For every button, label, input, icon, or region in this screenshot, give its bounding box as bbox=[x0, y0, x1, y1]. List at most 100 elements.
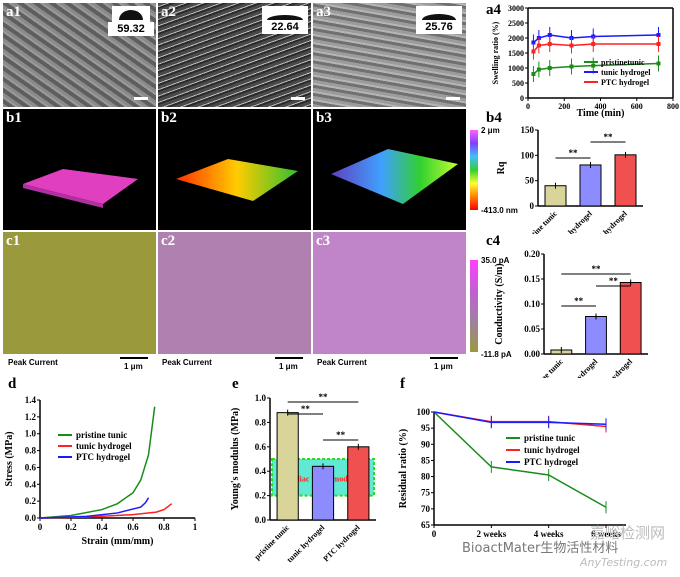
chart-e: 0.00.20.40.60.81.0cardiac tissue modulus… bbox=[230, 392, 376, 564]
data-point bbox=[547, 42, 552, 46]
afm-image-b3 bbox=[313, 109, 466, 230]
contact-angle-a2: 22.64 bbox=[262, 20, 308, 34]
afm-image-b1 bbox=[3, 109, 156, 230]
x-tick-label: pristine tunic bbox=[252, 523, 291, 562]
panel-label-f: f bbox=[400, 376, 405, 392]
y-tick-label: 0.6 bbox=[25, 462, 37, 472]
watermark-line2: 嘉峪检测网 bbox=[590, 524, 666, 542]
x-tick-label: 0 bbox=[38, 522, 43, 532]
current-map-c3 bbox=[313, 232, 466, 354]
data-point bbox=[656, 61, 661, 66]
panel-label-c1: c1 bbox=[6, 233, 21, 249]
afm-color-scale bbox=[470, 130, 478, 210]
y-tick-label: 85 bbox=[421, 455, 431, 465]
data-point bbox=[656, 33, 661, 37]
scale-bar bbox=[134, 97, 148, 100]
y-tick-label: 0 bbox=[530, 201, 535, 211]
sig-label: ** bbox=[574, 296, 584, 306]
y-tick-label: 500 bbox=[512, 79, 524, 88]
y-tick-label: 1.0 bbox=[25, 429, 37, 439]
legend-label: tunic hydrogel bbox=[524, 445, 580, 455]
data-point bbox=[591, 63, 596, 68]
chart-f: 65 70 75 80 85 90 95 100 0 2 weeks 4 weeks 6 weeks R… bbox=[398, 407, 626, 539]
x-tick-label: 800 bbox=[667, 102, 679, 111]
data-point bbox=[536, 67, 541, 72]
bar bbox=[619, 282, 642, 355]
x-tick-label: 1 bbox=[193, 522, 198, 532]
bar bbox=[614, 154, 637, 207]
y-tick-label: 0.8 bbox=[25, 446, 37, 456]
legend-label: pristine tunic bbox=[76, 430, 127, 440]
x-tick-label: pristine tunic bbox=[526, 357, 565, 378]
series-line bbox=[433, 411, 607, 428]
x-tick-label: 0.8 bbox=[158, 522, 170, 532]
x-tick-label: PTC hydrogel bbox=[589, 209, 630, 234]
sig-label: ** bbox=[569, 148, 579, 158]
sig-label: ** bbox=[319, 392, 329, 402]
scale-bar bbox=[275, 357, 303, 359]
panel-label-a1: a1 bbox=[6, 4, 21, 20]
series-line bbox=[532, 34, 659, 44]
x-tick-label: 0.2 bbox=[65, 522, 77, 532]
x-axis-label: Time (min) bbox=[577, 108, 625, 118]
bar bbox=[311, 465, 335, 521]
y-axis-label: Conductivity (S/m) bbox=[494, 263, 505, 344]
watermark-line3: AnyTesting.com bbox=[580, 556, 668, 569]
sig-label: ** bbox=[301, 404, 311, 414]
chart-c4: 0.00 0.05 0.10 0.15 0.20 pristine tunictunic … bbox=[494, 249, 648, 378]
y-tick-label: 100 bbox=[417, 407, 431, 417]
sig-label: ** bbox=[604, 132, 614, 142]
x-tick-label: tunic hydrogel bbox=[553, 209, 595, 234]
afm-scale-bottom: -413.0 nm bbox=[481, 206, 518, 215]
panel-label-b4: b4 bbox=[486, 110, 502, 126]
x-tick-label: 200 bbox=[558, 102, 570, 111]
data-point bbox=[531, 72, 536, 76]
series-line bbox=[39, 497, 150, 519]
y-tick-label: 0.2 bbox=[255, 491, 267, 501]
y-axis-label: Swelling ratio (%) bbox=[491, 21, 500, 84]
y-tick-label: 100 bbox=[521, 150, 535, 160]
series-line bbox=[433, 411, 607, 426]
current-color-scale bbox=[470, 260, 478, 352]
current-scale-bottom: -11.8 pA bbox=[481, 350, 512, 359]
scale-bar bbox=[430, 357, 458, 359]
series-line bbox=[39, 406, 156, 519]
y-tick-label: 3000 bbox=[508, 4, 524, 13]
legend-label: pristinetunic bbox=[601, 58, 645, 67]
x-tick-label: tunic hydrogel bbox=[558, 357, 600, 378]
y-tick-label: 50 bbox=[525, 176, 535, 186]
sig-label: ** bbox=[592, 264, 602, 274]
series-line bbox=[433, 411, 607, 508]
series-line bbox=[532, 43, 659, 53]
y-tick-label: 80 bbox=[421, 472, 431, 482]
watermark-line1: BioactMater生物活性材料 bbox=[462, 541, 619, 556]
x-tick-label: 0 bbox=[432, 529, 437, 539]
x-tick-label: 6 weeks bbox=[591, 529, 621, 539]
contact-angle-a1: 59.32 bbox=[108, 22, 154, 36]
y-tick-label: 1.2 bbox=[25, 412, 37, 422]
y-tick-label: 0.10 bbox=[524, 299, 540, 309]
y-tick-label: 2000 bbox=[508, 34, 524, 43]
y-tick-label: 150 bbox=[521, 125, 535, 135]
x-tick-label: pristine tunic bbox=[520, 209, 559, 234]
y-tick-label: 65 bbox=[421, 520, 431, 530]
x-tick-label: 0.4 bbox=[96, 522, 108, 532]
scale-bar bbox=[446, 97, 460, 100]
legend-label: PTC hydrogel bbox=[524, 457, 579, 467]
panel-label-b3: b3 bbox=[316, 110, 332, 126]
afm-image-b2 bbox=[158, 109, 311, 230]
y-tick-label: 0.05 bbox=[524, 324, 540, 334]
panel-label-c4: c4 bbox=[486, 233, 501, 249]
y-tick-label: 0.2 bbox=[25, 496, 37, 506]
panel-label-a4: a4 bbox=[486, 2, 501, 18]
data-point bbox=[547, 66, 552, 70]
y-axis-label: Young's modulus (MPa) bbox=[230, 408, 241, 511]
y-tick-label: 95 bbox=[421, 423, 431, 433]
x-tick-label: 400 bbox=[595, 102, 607, 111]
chart-d: 0.0 0.2 0.4 0.6 0.8 1.0 1.2 1.4 0 0.2 0.4 0.6 0.8 1 St… bbox=[4, 395, 198, 547]
data-point bbox=[531, 49, 536, 54]
scale-label: 1 μm bbox=[124, 362, 143, 371]
current-map-c1 bbox=[3, 232, 156, 354]
legend-label: tunic hydrogel bbox=[601, 68, 651, 77]
